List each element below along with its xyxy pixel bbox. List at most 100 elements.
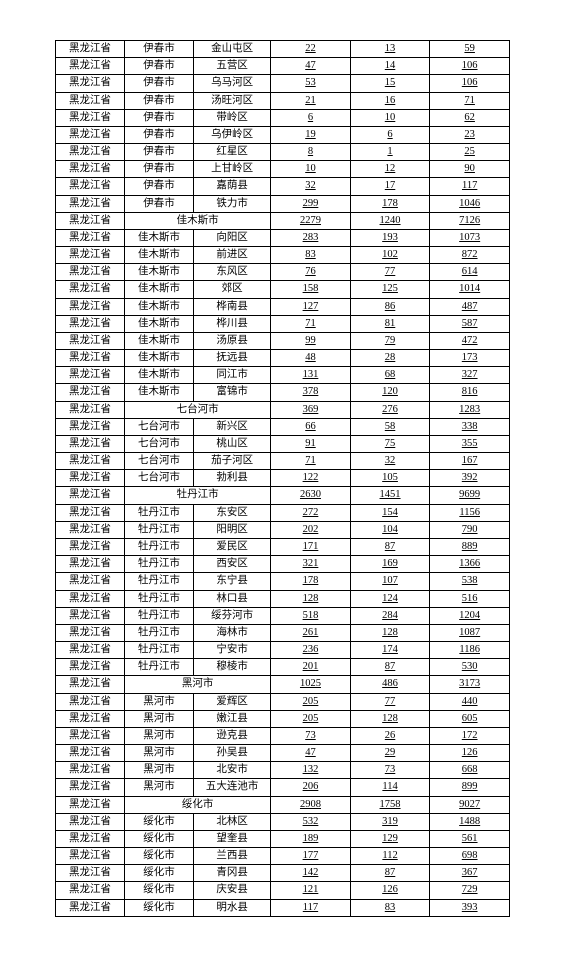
table-cell: 129 [350, 830, 430, 847]
table-cell: 172 [430, 727, 510, 744]
cell-value: 167 [462, 455, 478, 466]
table-cell: 黑龙江省 [56, 470, 125, 487]
table-cell: 牡丹江市 [125, 659, 194, 676]
table-cell: 729 [430, 882, 510, 899]
cell-value: 9699 [459, 489, 480, 500]
table-cell: 105 [350, 470, 430, 487]
table-cell: 440 [430, 693, 510, 710]
table-cell: 佳木斯市 [125, 212, 271, 229]
table-cell: 87 [350, 538, 430, 555]
table-cell: 114 [350, 779, 430, 796]
table-cell: 阳明区 [194, 521, 271, 538]
table-cell: 黑龙江省 [56, 367, 125, 384]
table-cell: 兰西县 [194, 848, 271, 865]
cell-value: 120 [382, 386, 398, 397]
table-cell: 327 [430, 367, 510, 384]
cell-value: 367 [462, 867, 478, 878]
table-row: 黑龙江省黑河市10254863173 [56, 676, 510, 693]
cell-value: 90 [464, 163, 475, 174]
table-cell: 东风区 [194, 264, 271, 281]
cell-value: 66 [305, 421, 316, 432]
table-cell: 174 [350, 642, 430, 659]
table-cell: 87 [350, 865, 430, 882]
cell-value: 369 [303, 404, 319, 415]
table-cell: 76 [271, 264, 351, 281]
table-cell: 73 [350, 762, 430, 779]
table-cell: 1758 [350, 796, 430, 813]
table-cell: 106 [430, 58, 510, 75]
table-cell: 169 [350, 556, 430, 573]
table-row: 黑龙江省佳木斯市汤原县9979472 [56, 332, 510, 349]
cell-value: 516 [462, 593, 478, 604]
cell-value: 172 [462, 730, 478, 741]
cell-value: 17 [385, 180, 396, 191]
cell-value: 1451 [380, 489, 401, 500]
table-cell: 236 [271, 642, 351, 659]
table-cell: 逊克县 [194, 727, 271, 744]
table-cell: 牡丹江市 [125, 624, 194, 641]
cell-value: 202 [303, 524, 319, 535]
table-cell: 伊春市 [125, 109, 194, 126]
table-row: 黑龙江省伊春市带岭区61062 [56, 109, 510, 126]
table-cell: 五营区 [194, 58, 271, 75]
table-cell: 黑龙江省 [56, 75, 125, 92]
table-row: 黑龙江省黑河市嫩江县205128605 [56, 710, 510, 727]
table-cell: 816 [430, 384, 510, 401]
table-cell: 272 [271, 504, 351, 521]
cell-value: 1186 [459, 644, 480, 655]
table-cell: 8 [271, 144, 351, 161]
table-cell: 牡丹江市 [125, 487, 271, 504]
table-cell: 黑龙江省 [56, 693, 125, 710]
cell-value: 102 [382, 249, 398, 260]
table-cell: 6 [271, 109, 351, 126]
table-cell: 117 [430, 178, 510, 195]
table-cell: 90 [430, 161, 510, 178]
table-cell: 58 [350, 418, 430, 435]
cell-value: 2630 [300, 489, 321, 500]
table-cell: 佳木斯市 [125, 281, 194, 298]
cell-value: 3173 [459, 678, 480, 689]
table-cell: 爱民区 [194, 538, 271, 555]
cell-value: 86 [385, 301, 396, 312]
table-cell: 西安区 [194, 556, 271, 573]
table-cell: 1451 [350, 487, 430, 504]
table-cell: 北安市 [194, 762, 271, 779]
table-row: 黑龙江省黑河市爱辉区20577440 [56, 693, 510, 710]
table-cell: 1025 [271, 676, 351, 693]
cell-value: 47 [305, 60, 316, 71]
table-cell: 黑龙江省 [56, 762, 125, 779]
cell-value: 189 [303, 833, 319, 844]
table-row: 黑龙江省伊春市红星区8125 [56, 144, 510, 161]
cell-value: 22 [305, 43, 316, 54]
table-cell: 1488 [430, 813, 510, 830]
table-cell: 黑龙江省 [56, 899, 125, 916]
cell-value: 587 [462, 318, 478, 329]
table-cell: 伊春市 [125, 126, 194, 143]
cell-value: 126 [382, 884, 398, 895]
table-cell: 1 [350, 144, 430, 161]
cell-value: 338 [462, 421, 478, 432]
table-cell: 佳木斯市 [125, 367, 194, 384]
table-cell: 黑龙江省 [56, 315, 125, 332]
cell-value: 77 [385, 696, 396, 707]
table-cell: 黑龙江省 [56, 538, 125, 555]
table-cell: 128 [271, 590, 351, 607]
table-cell: 伊春市 [125, 75, 194, 92]
table-cell: 黑河市 [125, 727, 194, 744]
table-cell: 516 [430, 590, 510, 607]
cell-value: 26 [385, 730, 396, 741]
table-cell: 87 [350, 659, 430, 676]
table-cell: 宁安市 [194, 642, 271, 659]
table-cell: 189 [271, 830, 351, 847]
table-cell: 黑龙江省 [56, 58, 125, 75]
table-cell: 同江市 [194, 367, 271, 384]
table-cell: 黑龙江省 [56, 642, 125, 659]
table-row: 黑龙江省佳木斯市东风区7677614 [56, 264, 510, 281]
table-row: 黑龙江省牡丹江市阳明区202104790 [56, 521, 510, 538]
cell-value: 1366 [459, 558, 480, 569]
table-cell: 10 [350, 109, 430, 126]
table-cell: 393 [430, 899, 510, 916]
table-cell: 绥芬河市 [194, 607, 271, 624]
table-cell: 佳木斯市 [125, 298, 194, 315]
cell-value: 1283 [459, 404, 480, 415]
